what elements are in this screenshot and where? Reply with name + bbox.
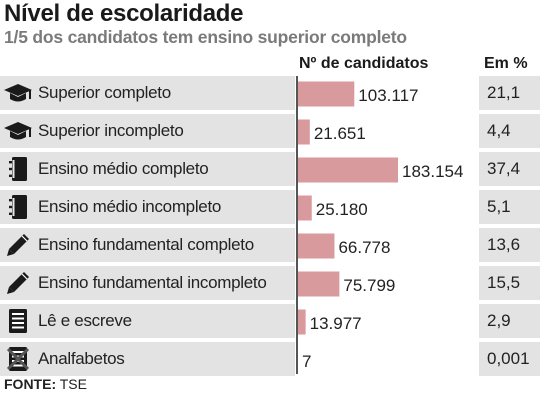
- row-pct-value: 0,001: [487, 349, 530, 368]
- pct-cell: [479, 76, 540, 110]
- pct-cell: [479, 228, 540, 262]
- row-label: Ensino médio incompleto: [38, 197, 222, 216]
- bar-value-label: 75.799: [343, 276, 395, 295]
- row-label: Analfabetos: [38, 349, 125, 368]
- row-pct-value: 15,5: [487, 273, 521, 292]
- row-pct-value: 4,4: [487, 121, 511, 140]
- chart-title: Nível de escolaridade: [4, 0, 244, 27]
- row-pct-value: 2,9: [487, 311, 511, 330]
- bar-track: [295, 342, 479, 376]
- row-label: Ensino fundamental incompleto: [38, 273, 267, 292]
- pct-cell: [479, 342, 540, 376]
- row-pct-value: 13,6: [487, 235, 521, 254]
- text-lines-icon: [2, 304, 34, 338]
- row-pct-value: 37,4: [487, 159, 521, 178]
- pencil-icon: [2, 266, 34, 300]
- row-label: Ensino fundamental completo: [38, 235, 254, 254]
- bar: [298, 157, 398, 183]
- chart-subtitle: 1/5 dos candidatos tem ensino superior c…: [4, 27, 407, 47]
- row-label: Lê e escreve: [38, 311, 132, 330]
- bar: [298, 271, 340, 297]
- row-pct-value: 5,1: [487, 197, 511, 216]
- bar: [298, 309, 306, 335]
- pencil-icon: [2, 228, 34, 262]
- bar-value-label: 183.154: [402, 162, 463, 181]
- bar-value-label: 7: [302, 352, 311, 371]
- row-label: Superior completo: [38, 83, 171, 102]
- bar-value-label: 103.117: [358, 86, 418, 105]
- graduation-cap-icon: [2, 76, 34, 110]
- bar: [298, 81, 355, 107]
- bar-track: [295, 304, 479, 338]
- bar: [298, 195, 312, 221]
- pct-cell: [479, 114, 540, 148]
- bar: [298, 119, 310, 145]
- notebook-icon: [2, 152, 34, 186]
- bar-value-label: 21.651: [314, 124, 366, 143]
- notebook-icon: [2, 190, 34, 224]
- bar-track: [295, 114, 479, 148]
- pct-cell: [479, 190, 540, 224]
- graduation-cap-icon: [2, 114, 34, 148]
- pct-cell: [479, 152, 540, 186]
- bar-value-label: 25.180: [316, 200, 368, 219]
- source-note: FONTE: TSE: [4, 376, 87, 392]
- row-label: Ensino médio completo: [38, 159, 209, 178]
- pct-column-header: Em %: [484, 55, 528, 72]
- bar-value-label: 66.778: [338, 238, 390, 257]
- bar-axis-line: [296, 76, 298, 374]
- source-label: FONTE:: [4, 376, 57, 392]
- count-column-header: Nº de candidatos: [299, 55, 429, 72]
- crossed-text-icon: [2, 342, 34, 376]
- source-value: TSE: [59, 376, 87, 392]
- bar-value-label: 13.977: [310, 314, 362, 333]
- bar: [298, 233, 335, 259]
- row-label: Superior incompleto: [38, 121, 184, 140]
- bar-track: [295, 190, 479, 224]
- row-pct-value: 21,1: [487, 83, 521, 102]
- pct-cell: [479, 266, 540, 300]
- pct-cell: [479, 304, 540, 338]
